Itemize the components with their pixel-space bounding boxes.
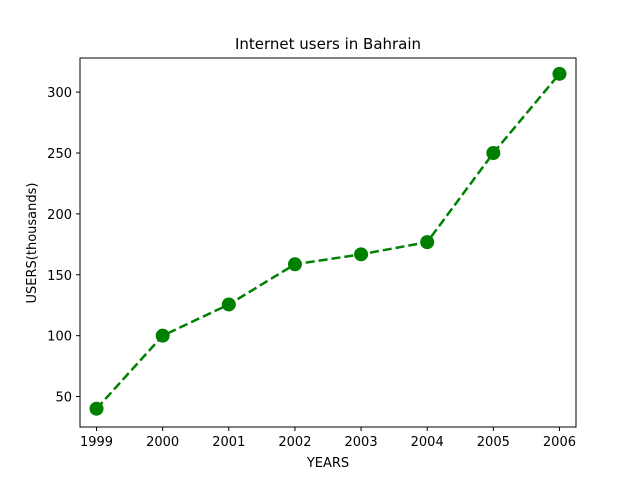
plot-frame <box>79 57 577 428</box>
y-tick-label: 100 <box>47 330 72 345</box>
y-tick-label: 200 <box>47 208 72 223</box>
data-point <box>552 66 567 81</box>
data-point <box>155 328 170 343</box>
x-tick-label: 2001 <box>212 435 245 450</box>
x-tick-label: 2000 <box>146 435 179 450</box>
x-tick-label: 2003 <box>345 435 378 450</box>
x-tick-label: 2005 <box>477 435 510 450</box>
chart-title: Internet users in Bahrain <box>235 35 421 53</box>
data-point <box>486 145 501 160</box>
data-point <box>221 297 236 312</box>
x-tick-label: 2002 <box>278 435 311 450</box>
x-tick-label: 2004 <box>411 435 444 450</box>
x-tick-label: 1999 <box>80 435 113 450</box>
data-point <box>420 235 435 250</box>
y-tick-label: 50 <box>55 391 72 406</box>
data-point <box>354 247 369 262</box>
y-tick-label: 250 <box>47 147 72 162</box>
y-axis-label: USERS(thousands) <box>25 183 40 304</box>
x-axis-label: YEARS <box>306 456 349 471</box>
y-axis: 50 100 150 200 250 300 <box>47 86 80 406</box>
y-tick-label: 300 <box>47 86 72 101</box>
x-axis: 1999 2000 2001 2002 2003 2004 2005 2006 <box>80 427 576 450</box>
series-line <box>95 73 561 410</box>
data-point <box>89 401 104 416</box>
data-point <box>287 257 302 272</box>
y-tick-label: 150 <box>47 269 72 284</box>
series-group <box>89 66 567 416</box>
x-tick-label: 2006 <box>543 435 576 450</box>
